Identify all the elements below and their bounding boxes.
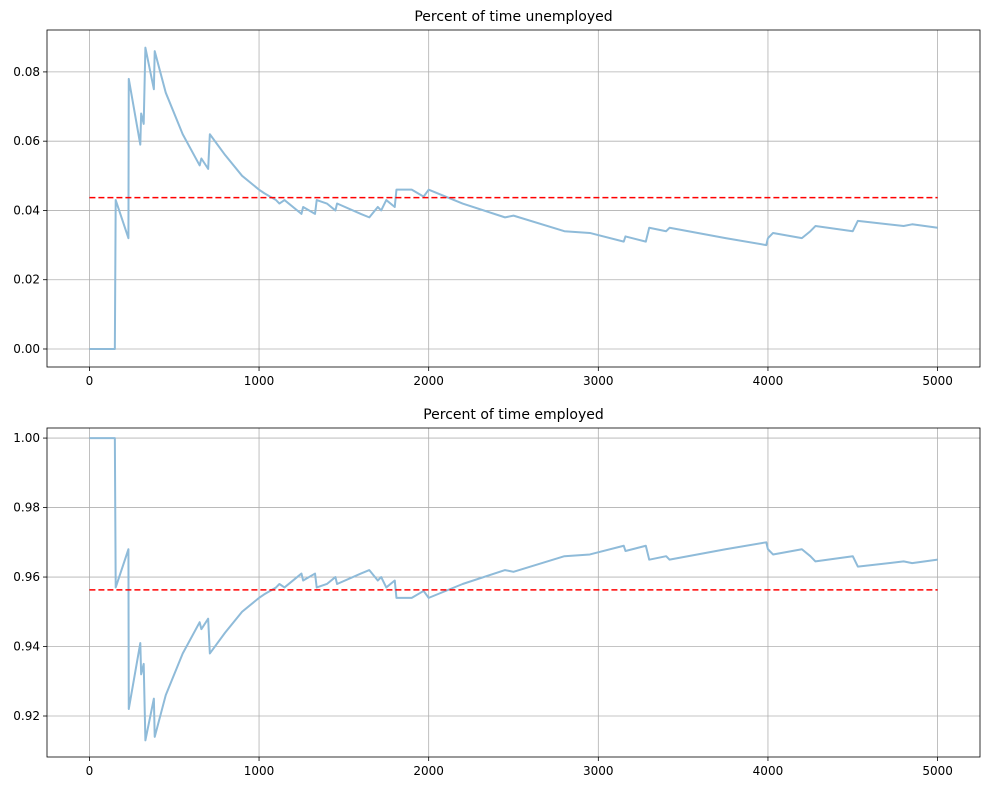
x-tick-label: 3000 [583, 374, 614, 388]
data-line [89, 46, 938, 350]
y-tick-label: 0.04 [13, 203, 40, 217]
y-tick-label: 0.08 [13, 65, 40, 79]
chart-title: Percent of time employed [423, 407, 604, 423]
x-tick-label: 1000 [244, 764, 275, 778]
y-tick-label: 0.02 [13, 273, 40, 287]
x-tick-label: 3000 [583, 764, 614, 778]
data-line [89, 437, 938, 742]
y-tick-label: 0.94 [13, 640, 40, 654]
y-tick-label: 0.92 [13, 709, 40, 723]
x-tick-label: 4000 [753, 764, 784, 778]
y-tick-label: 0.98 [13, 501, 40, 515]
plot-frame [46, 29, 981, 368]
y-tick-label: 0.00 [13, 342, 40, 356]
x-tick-label: 5000 [922, 374, 953, 388]
y-tick-label: 1.00 [13, 431, 40, 445]
x-tick-label: 4000 [753, 374, 784, 388]
x-tick-label: 0 [86, 764, 94, 778]
plot-frame [46, 427, 981, 758]
x-tick-label: 2000 [413, 764, 444, 778]
x-tick-label: 0 [86, 374, 94, 388]
x-tick-label: 2000 [413, 374, 444, 388]
x-tick-label: 5000 [922, 764, 953, 778]
chart-title: Percent of time unemployed [414, 9, 612, 25]
y-tick-label: 0.96 [13, 570, 40, 584]
x-tick-label: 1000 [244, 374, 275, 388]
y-tick-label: 0.06 [13, 134, 40, 148]
